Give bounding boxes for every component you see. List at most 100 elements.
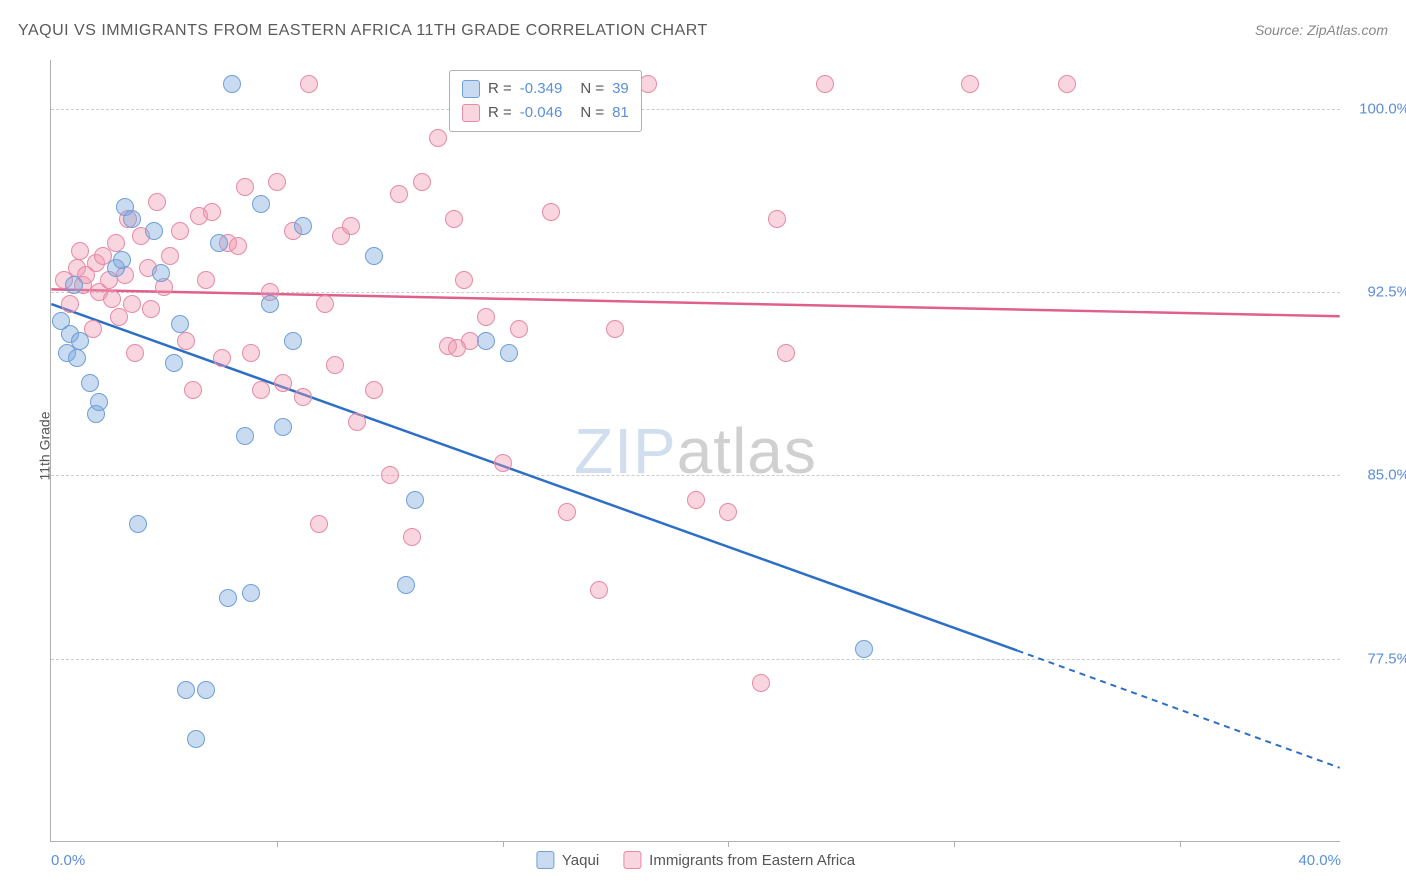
gridline-horizontal <box>51 109 1340 110</box>
legend-series-label: Yaqui <box>562 852 599 869</box>
gridline-horizontal <box>51 659 1340 660</box>
legend-n-value: 81 <box>612 101 629 125</box>
scatter-point <box>558 503 576 521</box>
scatter-point <box>197 681 215 699</box>
scatter-point <box>71 332 89 350</box>
scatter-point <box>261 295 279 313</box>
scatter-point <box>590 581 608 599</box>
scatter-point <box>719 503 737 521</box>
scatter-point <box>274 418 292 436</box>
scatter-point <box>242 584 260 602</box>
x-tick-mark <box>1180 841 1181 847</box>
scatter-point <box>542 203 560 221</box>
scatter-point <box>71 242 89 260</box>
scatter-point <box>129 515 147 533</box>
scatter-point <box>81 374 99 392</box>
legend-n-label: N = <box>580 77 604 101</box>
legend-correlation-box: R = -0.349 N = 39 R = -0.046 N = 81 <box>449 70 642 132</box>
scatter-point <box>326 356 344 374</box>
scatter-point <box>294 388 312 406</box>
x-tick-mark <box>503 841 504 847</box>
scatter-point <box>210 234 228 252</box>
legend-n-label: N = <box>580 101 604 125</box>
legend-r-value: -0.046 <box>520 101 563 125</box>
scatter-point <box>381 466 399 484</box>
scatter-point <box>274 374 292 392</box>
legend-correlation-row: R = -0.349 N = 39 <box>462 77 629 101</box>
scatter-point <box>171 222 189 240</box>
scatter-point <box>145 222 163 240</box>
scatter-point <box>197 271 215 289</box>
legend-n-value: 39 <box>612 77 629 101</box>
scatter-point <box>268 173 286 191</box>
scatter-point <box>365 247 383 265</box>
x-tick-mark <box>954 841 955 847</box>
scatter-point <box>768 210 786 228</box>
y-tick-label: 92.5% <box>1350 284 1406 301</box>
gridline-horizontal <box>51 475 1340 476</box>
gridline-horizontal <box>51 292 1340 293</box>
legend-swatch <box>462 80 480 98</box>
scatter-point <box>252 381 270 399</box>
scatter-point <box>90 393 108 411</box>
scatter-point <box>61 295 79 313</box>
legend-r-value: -0.349 <box>520 77 563 101</box>
scatter-point <box>294 217 312 235</box>
scatter-point <box>113 251 131 269</box>
scatter-point <box>284 332 302 350</box>
scatter-point <box>961 75 979 93</box>
scatter-point <box>177 681 195 699</box>
legend-series-item: Immigrants from Eastern Africa <box>623 851 855 869</box>
scatter-point <box>687 491 705 509</box>
scatter-point <box>510 320 528 338</box>
scatter-point <box>177 332 195 350</box>
legend-series-label: Immigrants from Eastern Africa <box>649 852 855 869</box>
scatter-point <box>348 413 366 431</box>
scatter-point <box>310 515 328 533</box>
x-tick-mark <box>728 841 729 847</box>
scatter-point <box>606 320 624 338</box>
scatter-point <box>236 178 254 196</box>
chart-source: Source: ZipAtlas.com <box>1255 22 1388 38</box>
scatter-point <box>342 217 360 235</box>
scatter-point <box>229 237 247 255</box>
scatter-point <box>477 332 495 350</box>
scatter-point <box>123 210 141 228</box>
scatter-point <box>103 290 121 308</box>
scatter-point <box>68 349 86 367</box>
legend-swatch <box>536 851 554 869</box>
scatter-point <box>203 203 221 221</box>
scatter-point <box>65 276 83 294</box>
scatter-point <box>500 344 518 362</box>
x-tick-mark <box>277 841 278 847</box>
scatter-point <box>316 295 334 313</box>
scatter-point <box>161 247 179 265</box>
legend-swatch <box>623 851 641 869</box>
scatter-point <box>429 129 447 147</box>
scatter-point <box>107 234 125 252</box>
scatter-point <box>252 195 270 213</box>
scatter-point <box>126 344 144 362</box>
legend-swatch <box>462 104 480 122</box>
y-tick-label: 100.0% <box>1350 100 1406 117</box>
legend-correlation-row: R = -0.046 N = 81 <box>462 101 629 125</box>
scatter-point <box>855 640 873 658</box>
scatter-point <box>142 300 160 318</box>
scatter-point <box>397 576 415 594</box>
scatter-point <box>777 344 795 362</box>
scatter-point <box>184 381 202 399</box>
scatter-point <box>152 264 170 282</box>
scatter-point <box>148 193 166 211</box>
scatter-point <box>406 491 424 509</box>
y-tick-label: 85.0% <box>1350 467 1406 484</box>
scatter-point <box>448 339 466 357</box>
scatter-point <box>171 315 189 333</box>
y-tick-label: 77.5% <box>1350 650 1406 667</box>
scatter-point <box>413 173 431 191</box>
chart-title: YAQUI VS IMMIGRANTS FROM EASTERN AFRICA … <box>18 22 708 40</box>
scatter-point <box>816 75 834 93</box>
scatter-point <box>123 295 141 313</box>
x-tick-label: 40.0% <box>1298 852 1341 869</box>
chart-header: YAQUI VS IMMIGRANTS FROM EASTERN AFRICA … <box>18 22 1388 40</box>
scatter-point <box>213 349 231 367</box>
